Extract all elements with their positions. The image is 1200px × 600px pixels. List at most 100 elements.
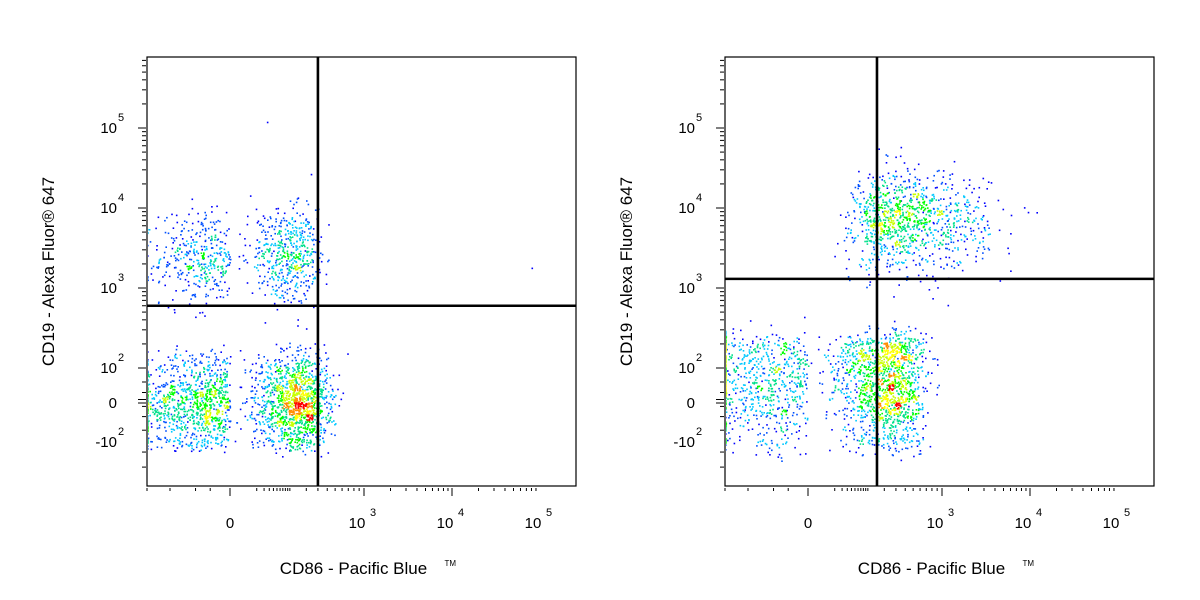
event-point bbox=[306, 415, 309, 418]
event-point bbox=[311, 409, 314, 411]
event-point bbox=[168, 396, 170, 398]
event-point bbox=[768, 358, 770, 360]
event-point bbox=[240, 386, 243, 389]
event-point bbox=[298, 267, 300, 269]
event-point bbox=[855, 451, 857, 454]
event-point bbox=[276, 370, 278, 372]
event-point bbox=[219, 254, 222, 256]
event-point bbox=[299, 400, 302, 402]
event-point bbox=[975, 260, 977, 263]
event-point bbox=[184, 390, 187, 392]
event-point bbox=[966, 201, 968, 204]
event-point bbox=[207, 398, 210, 401]
event-point bbox=[224, 391, 227, 394]
event-point bbox=[275, 218, 277, 220]
event-point bbox=[207, 440, 209, 442]
event-point bbox=[180, 272, 183, 275]
event-point bbox=[311, 404, 313, 407]
event-point bbox=[302, 222, 305, 224]
event-point bbox=[187, 421, 189, 423]
event-point bbox=[264, 416, 267, 418]
event-point bbox=[287, 368, 289, 371]
event-point bbox=[740, 329, 742, 332]
event-point bbox=[858, 170, 860, 173]
event-point bbox=[279, 404, 281, 406]
event-point bbox=[263, 387, 266, 390]
event-point bbox=[334, 423, 336, 426]
event-point bbox=[763, 339, 766, 341]
event-point bbox=[184, 253, 187, 256]
event-point bbox=[866, 340, 869, 343]
event-point bbox=[750, 392, 753, 395]
event-point bbox=[806, 387, 808, 390]
event-point bbox=[943, 210, 945, 213]
event-point bbox=[290, 231, 293, 233]
event-point bbox=[165, 265, 168, 268]
event-point bbox=[198, 422, 200, 424]
event-point bbox=[210, 247, 213, 249]
event-point bbox=[983, 227, 986, 229]
event-point bbox=[849, 335, 851, 338]
event-point bbox=[296, 245, 298, 248]
event-point bbox=[918, 343, 920, 346]
event-point bbox=[188, 265, 191, 267]
event-point bbox=[956, 220, 958, 223]
event-point bbox=[319, 373, 322, 376]
event-point bbox=[842, 428, 845, 431]
event-point bbox=[278, 425, 281, 427]
event-point bbox=[755, 409, 758, 412]
event-point bbox=[901, 364, 904, 367]
event-point bbox=[752, 342, 754, 345]
event-point bbox=[291, 411, 294, 413]
event-point bbox=[309, 410, 311, 413]
event-point bbox=[269, 439, 272, 441]
event-point bbox=[284, 228, 287, 231]
event-point bbox=[290, 441, 292, 443]
event-point bbox=[186, 388, 189, 391]
event-point bbox=[148, 422, 149, 425]
event-point bbox=[857, 414, 860, 416]
event-point bbox=[294, 397, 297, 399]
event-point bbox=[186, 240, 188, 242]
event-point bbox=[303, 411, 305, 413]
event-point bbox=[306, 444, 308, 446]
event-point bbox=[205, 418, 208, 421]
event-point bbox=[849, 397, 852, 400]
event-point bbox=[253, 397, 256, 400]
event-point bbox=[152, 279, 154, 281]
event-point bbox=[847, 361, 850, 363]
event-point bbox=[880, 337, 883, 340]
event-point bbox=[905, 239, 907, 242]
event-point bbox=[896, 418, 899, 421]
event-point bbox=[887, 259, 889, 262]
event-point bbox=[295, 417, 298, 419]
event-point bbox=[794, 396, 796, 399]
event-point bbox=[847, 276, 850, 278]
event-point bbox=[265, 362, 268, 364]
event-point bbox=[179, 415, 181, 418]
event-point bbox=[224, 411, 227, 414]
event-point bbox=[262, 229, 265, 232]
event-point bbox=[298, 414, 300, 416]
event-point bbox=[191, 369, 193, 372]
event-point bbox=[302, 413, 305, 416]
event-point bbox=[282, 409, 285, 412]
event-point bbox=[293, 416, 296, 418]
event-point bbox=[852, 352, 854, 354]
event-point bbox=[290, 301, 292, 304]
event-point bbox=[908, 371, 910, 373]
event-point bbox=[325, 418, 328, 421]
event-point bbox=[795, 383, 797, 386]
event-point bbox=[157, 411, 160, 414]
event-point bbox=[953, 217, 956, 219]
event-point bbox=[209, 404, 211, 406]
event-point bbox=[289, 287, 291, 290]
event-point bbox=[159, 390, 162, 393]
event-point bbox=[184, 396, 187, 399]
event-point bbox=[924, 223, 926, 226]
event-point bbox=[900, 261, 903, 264]
event-point bbox=[185, 289, 188, 291]
event-point bbox=[749, 406, 751, 408]
event-point bbox=[934, 358, 936, 360]
event-point bbox=[913, 168, 916, 171]
